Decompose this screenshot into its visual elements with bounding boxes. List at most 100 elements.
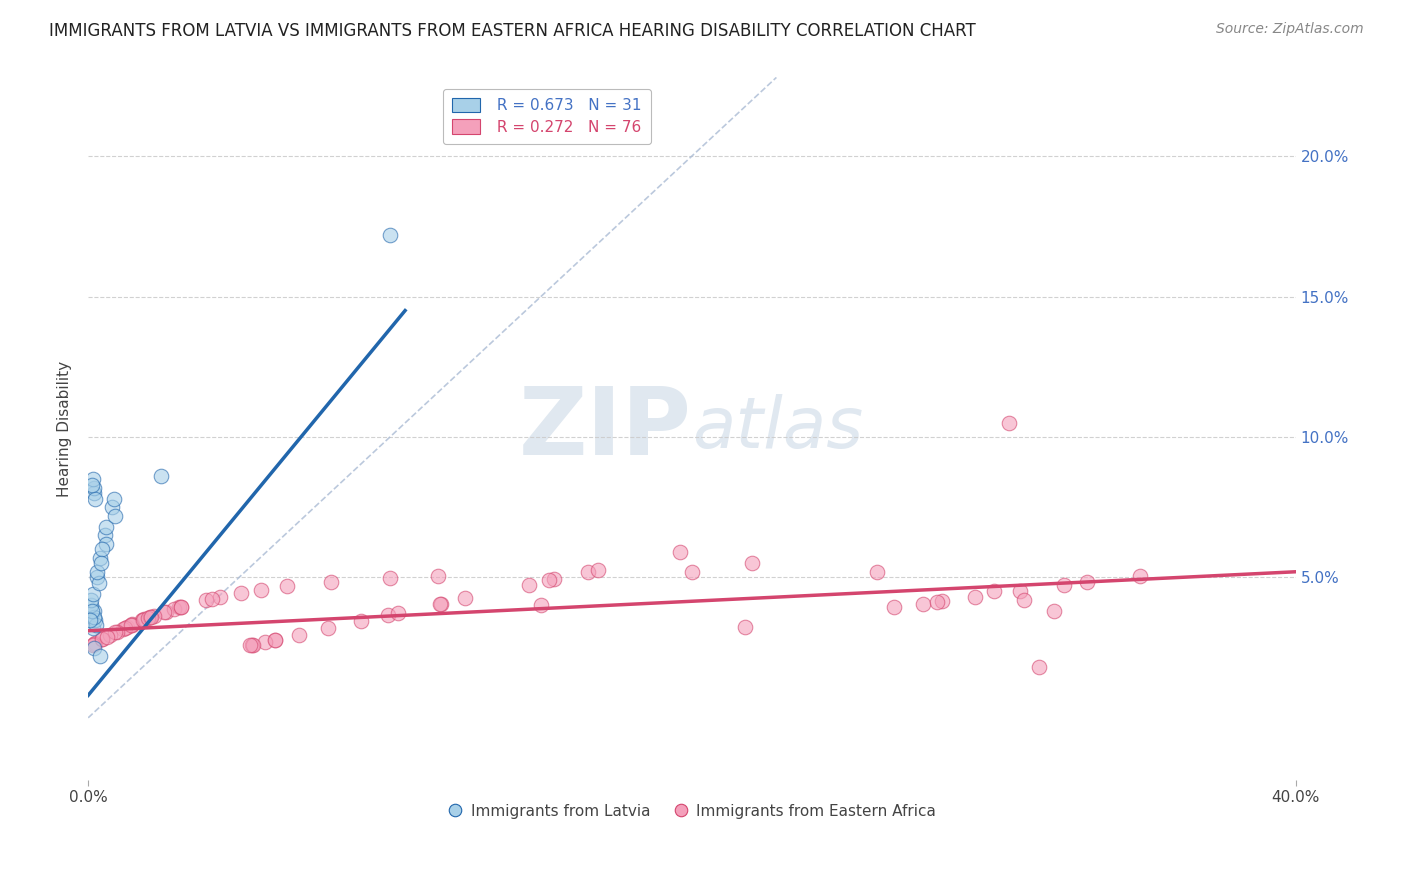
Point	[96, 630, 118, 644]
Point	[1053, 578, 1076, 592]
Point	[378, 571, 401, 585]
Point	[377, 608, 399, 623]
Point	[104, 508, 127, 523]
Point	[105, 624, 128, 639]
Point	[94, 537, 117, 551]
Point	[121, 617, 143, 632]
Point	[931, 594, 953, 608]
Point	[87, 576, 110, 591]
Point	[86, 565, 108, 579]
Point	[90, 557, 112, 571]
Point	[114, 621, 136, 635]
Point	[152, 605, 174, 619]
Point	[911, 597, 934, 611]
Point	[1043, 604, 1066, 618]
Point	[83, 609, 105, 624]
Point	[104, 625, 127, 640]
Point	[537, 574, 560, 588]
Point	[517, 578, 540, 592]
Point	[163, 602, 186, 616]
Point	[387, 606, 409, 620]
Point	[264, 632, 287, 647]
Text: IMMIGRANTS FROM LATVIA VS IMMIGRANTS FROM EASTERN AFRICA HEARING DISABILITY CORR: IMMIGRANTS FROM LATVIA VS IMMIGRANTS FRO…	[49, 22, 976, 40]
Point	[131, 613, 153, 627]
Point	[121, 617, 143, 632]
Point	[79, 613, 101, 627]
Point	[1028, 660, 1050, 674]
Point	[427, 569, 450, 583]
Legend: Immigrants from Latvia, Immigrants from Eastern Africa: Immigrants from Latvia, Immigrants from …	[441, 797, 942, 824]
Point	[242, 638, 264, 652]
Point	[103, 491, 125, 506]
Point	[209, 590, 232, 604]
Point	[83, 637, 105, 651]
Point	[378, 227, 401, 242]
Point	[82, 638, 104, 652]
Point	[249, 582, 271, 597]
Point	[82, 472, 104, 486]
Point	[201, 591, 224, 606]
Text: Source: ZipAtlas.com: Source: ZipAtlas.com	[1216, 22, 1364, 37]
Point	[350, 614, 373, 628]
Point	[576, 565, 599, 579]
Point	[866, 565, 889, 579]
Point	[454, 591, 477, 606]
Point	[83, 481, 105, 495]
Point	[170, 599, 193, 614]
Point	[927, 595, 949, 609]
Point	[136, 611, 159, 625]
Text: ZIP: ZIP	[519, 383, 692, 475]
Point	[83, 636, 105, 650]
Point	[83, 486, 105, 500]
Point	[82, 587, 104, 601]
Point	[84, 618, 107, 632]
Point	[1008, 584, 1031, 599]
Point	[1012, 592, 1035, 607]
Y-axis label: Hearing Disability: Hearing Disability	[58, 360, 72, 497]
Point	[80, 592, 103, 607]
Point	[82, 621, 104, 635]
Point	[276, 579, 298, 593]
Point	[530, 599, 553, 613]
Point	[98, 628, 121, 642]
Point	[139, 610, 162, 624]
Point	[543, 572, 565, 586]
Point	[91, 632, 114, 647]
Point	[253, 635, 276, 649]
Point	[316, 621, 339, 635]
Point	[288, 627, 311, 641]
Point	[115, 620, 138, 634]
Point	[169, 600, 191, 615]
Point	[149, 469, 172, 483]
Point	[983, 584, 1005, 599]
Point	[96, 520, 118, 534]
Point	[1128, 568, 1150, 582]
Point	[998, 416, 1021, 430]
Point	[134, 612, 156, 626]
Point	[120, 618, 142, 632]
Point	[83, 613, 105, 627]
Point	[91, 632, 114, 647]
Point	[170, 599, 193, 614]
Point	[139, 609, 162, 624]
Point	[101, 500, 124, 515]
Point	[86, 570, 108, 584]
Point	[142, 608, 165, 623]
Point	[430, 597, 453, 611]
Point	[741, 557, 763, 571]
Point	[239, 638, 262, 652]
Point	[734, 620, 756, 634]
Point	[132, 613, 155, 627]
Point	[83, 604, 105, 618]
Text: atlas: atlas	[692, 394, 863, 463]
Point	[963, 590, 986, 604]
Point	[586, 563, 609, 577]
Point	[89, 550, 111, 565]
Point	[429, 597, 451, 611]
Point	[79, 599, 101, 613]
Point	[194, 593, 217, 607]
Point	[83, 491, 105, 506]
Point	[80, 477, 103, 491]
Point	[240, 638, 263, 652]
Point	[155, 605, 177, 619]
